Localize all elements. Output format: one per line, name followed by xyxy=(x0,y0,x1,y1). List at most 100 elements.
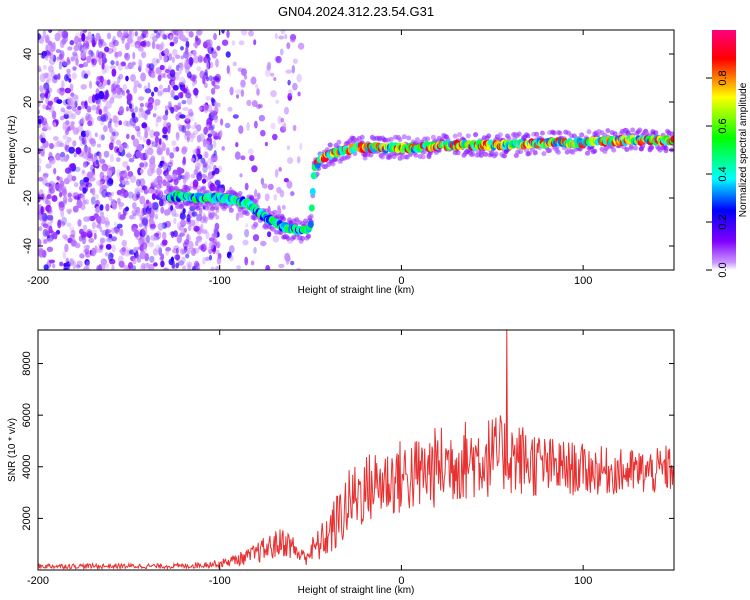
colorbar-label: Normalized spectral amplitude xyxy=(738,82,749,217)
noise-speckle xyxy=(111,68,117,77)
noise-speckle xyxy=(73,195,80,200)
noise-speckle xyxy=(67,136,72,143)
noise-speckle xyxy=(125,75,129,82)
noise-speckle xyxy=(260,129,266,137)
noise-speckle xyxy=(193,225,200,232)
noise-speckle xyxy=(250,76,257,85)
noise-speckle xyxy=(113,39,119,47)
signal-halo xyxy=(585,150,590,156)
noise-speckle xyxy=(250,260,255,266)
noise-speckle xyxy=(140,235,146,245)
noise-speckle xyxy=(299,142,303,151)
signal-halo xyxy=(611,147,617,153)
noise-speckle xyxy=(107,252,114,262)
noise-speckle xyxy=(46,51,52,56)
noise-speckle xyxy=(238,40,245,46)
noise-speckle xyxy=(162,179,167,187)
noise-speckle xyxy=(211,124,215,130)
noise-speckle xyxy=(224,122,231,129)
noise-speckle xyxy=(141,227,148,236)
noise-speckle xyxy=(106,47,114,54)
x-tick-label: -100 xyxy=(209,275,231,287)
noise-speckle xyxy=(67,210,71,215)
noise-speckle xyxy=(151,193,156,200)
noise-speckle xyxy=(105,89,109,98)
noise-speckle xyxy=(210,130,216,136)
noise-speckle xyxy=(96,224,101,229)
noise-speckle xyxy=(105,243,112,250)
signal-halo xyxy=(669,131,674,137)
signal-halo xyxy=(209,206,215,212)
noise-speckle xyxy=(122,208,127,217)
noise-speckle xyxy=(140,33,145,40)
noise-speckle xyxy=(49,259,55,264)
noise-speckle xyxy=(99,75,105,83)
noise-speckle xyxy=(103,64,110,73)
noise-speckle xyxy=(43,64,47,71)
noise-speckle xyxy=(68,78,72,83)
noise-speckle xyxy=(125,153,132,158)
noise-speckle xyxy=(72,127,80,135)
signal-halo xyxy=(605,128,611,134)
noise-speckle xyxy=(59,261,64,267)
noise-speckle xyxy=(42,121,49,130)
noise-speckle xyxy=(104,46,110,53)
noise-speckle xyxy=(290,37,295,43)
noise-speckle xyxy=(280,30,286,35)
noise-speckle xyxy=(243,74,248,80)
noise-speckle xyxy=(164,109,169,116)
noise-speckle xyxy=(203,104,209,113)
noise-speckle xyxy=(74,166,81,172)
noise-speckle xyxy=(42,30,46,39)
noise-speckle xyxy=(47,200,51,207)
noise-speckle xyxy=(139,162,145,168)
noise-speckle xyxy=(180,55,184,60)
noise-speckle xyxy=(51,195,58,202)
noise-speckle xyxy=(164,32,169,39)
noise-speckle xyxy=(97,51,104,59)
noise-speckle xyxy=(110,227,116,234)
noise-speckle xyxy=(86,155,94,162)
noise-speckle xyxy=(196,158,203,167)
noise-speckle xyxy=(156,147,163,155)
signal-halo xyxy=(189,203,195,209)
noise-speckle xyxy=(177,123,182,129)
noise-speckle xyxy=(91,58,97,68)
signal-halo xyxy=(401,134,407,140)
signal-halo xyxy=(539,130,545,136)
noise-speckle xyxy=(106,32,112,40)
noise-speckle xyxy=(226,65,230,74)
noise-speckle xyxy=(75,147,82,155)
noise-speckle xyxy=(124,52,129,59)
noise-speckle xyxy=(151,168,156,174)
signal-halo xyxy=(532,150,538,156)
noise-speckle xyxy=(136,178,141,187)
noise-speckle xyxy=(48,30,53,33)
noise-speckle xyxy=(181,125,187,133)
noise-speckle xyxy=(46,78,52,83)
signal-halo xyxy=(308,213,314,219)
noise-speckle xyxy=(143,113,148,121)
noise-speckle xyxy=(145,162,148,167)
noise-speckle xyxy=(265,264,271,270)
noise-speckle xyxy=(45,204,52,212)
noise-speckle xyxy=(297,42,305,50)
noise-speckle xyxy=(185,124,191,129)
noise-speckle xyxy=(111,38,116,46)
signal-halo xyxy=(586,129,592,135)
noise-speckle xyxy=(165,247,172,252)
noise-speckle xyxy=(212,76,220,81)
noise-speckle xyxy=(158,90,164,95)
noise-speckle xyxy=(123,175,129,185)
noise-speckle xyxy=(185,30,190,34)
noise-speckle xyxy=(245,223,249,228)
noise-speckle xyxy=(70,229,76,237)
noise-speckle xyxy=(214,154,219,162)
noise-speckle xyxy=(85,130,90,135)
noise-speckle xyxy=(72,192,78,200)
noise-speckle xyxy=(193,260,200,268)
noise-speckle xyxy=(128,103,133,110)
signal-halo xyxy=(497,132,503,138)
noise-speckle xyxy=(38,248,44,258)
noise-speckle xyxy=(55,49,62,54)
